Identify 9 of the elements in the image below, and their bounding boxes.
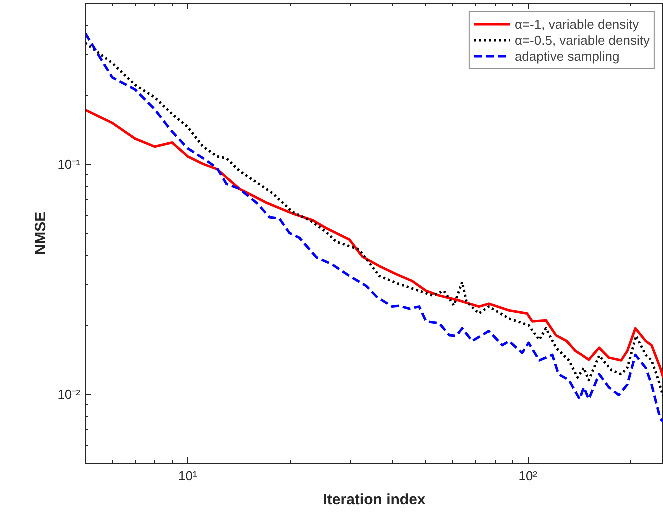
y-axis-title: NMSE bbox=[32, 212, 50, 256]
y-tick-label: 10⁻² bbox=[58, 386, 82, 402]
legend-label: α=-1, variable density bbox=[514, 16, 640, 32]
y-tick-label: 10⁻¹ bbox=[58, 156, 82, 172]
legend-label: α=-0.5, variable density bbox=[514, 32, 650, 48]
x-axis-title: Iteration index bbox=[323, 492, 426, 508]
x-tick-label: 10² bbox=[518, 468, 538, 484]
x-tick-label: 10¹ bbox=[178, 468, 198, 484]
legend-label: adaptive sampling bbox=[514, 48, 620, 64]
